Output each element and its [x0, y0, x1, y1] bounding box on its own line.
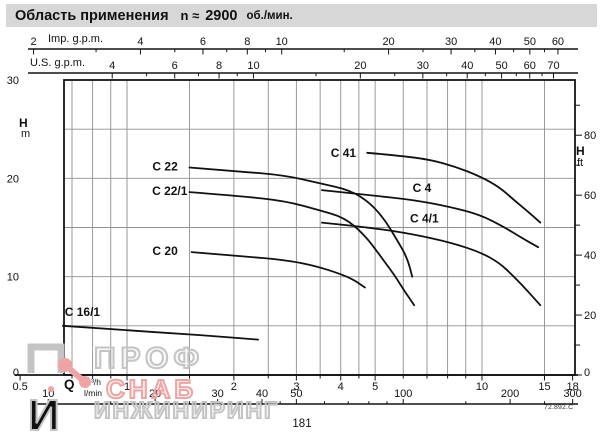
curve-c-16-1	[62, 324, 259, 341]
curve-label-c-22: C 22	[152, 160, 178, 174]
watermark-logo-icon: И	[27, 343, 91, 438]
head-m-tick-label: 0	[13, 367, 19, 379]
flow-axis-unit-lmin: l/min	[84, 388, 102, 398]
head-ft-tick-label: 40	[584, 250, 596, 262]
curve-label-c-41: C 41	[331, 146, 357, 160]
curve-label-c-20: C 20	[152, 244, 178, 258]
watermark-logo-dot-3	[48, 386, 54, 392]
curve-c-4	[321, 189, 540, 249]
watermark-logo-dot-1	[58, 358, 72, 372]
us-gpm-tick-label: 50	[495, 60, 507, 72]
head-right-axis-unit: ft	[577, 157, 584, 169]
us-gpm-tick-label: 10	[247, 60, 259, 72]
us-gpm-tick-label: 60	[524, 60, 536, 72]
flow-lmin-tick-label: 30	[211, 388, 223, 400]
curve-c-22	[188, 166, 414, 278]
flow-m3h-tick-label: 3	[293, 381, 299, 393]
head-m-tick-label: 10	[7, 272, 19, 284]
flow-lmin-tick-label: 200	[501, 388, 519, 400]
flow-m3h-tick-label: 5	[372, 381, 378, 393]
us-gpm-tick-label: 30	[417, 60, 429, 72]
document-code: 72.892.C	[544, 404, 574, 411]
flow-m3h-tick-label: 1	[124, 381, 130, 393]
flow-m3h-tick-label: 0.5	[12, 381, 27, 393]
imp-gpm-tick-label: 8	[244, 36, 250, 48]
us-gpm-tick-label: 6	[172, 60, 178, 72]
curve-c-41	[366, 151, 542, 224]
imp-gpm-tick-label: 6	[200, 36, 206, 48]
us-gpm-tick-label: 40	[461, 60, 473, 72]
head-ft-tick-label: 80	[584, 130, 596, 142]
head-ft-tick-label: 0	[584, 367, 590, 379]
flow-m3h-tick-label: 15	[538, 381, 550, 393]
us-gpm-tick-label: 8	[216, 60, 222, 72]
head-right-axis-label: H	[576, 144, 585, 158]
head-m-tick-label: 30	[7, 75, 19, 87]
speed-symbol: n ≈	[180, 8, 200, 23]
head-m-tick-label: 20	[7, 173, 19, 185]
curve-label-c-4: C 4	[413, 181, 432, 195]
watermark-logo-dot-2	[79, 376, 91, 388]
us-gpm-tick-label: 20	[354, 60, 366, 72]
flow-lmin-tick-label: 50	[290, 388, 302, 400]
page-number: 181	[292, 418, 312, 430]
head-left-axis-label: H	[19, 116, 28, 130]
title-bar: Область применения n ≈ 2900 об./мин.	[6, 4, 597, 27]
speed-unit: об./мин.	[246, 9, 293, 22]
flow-lmin-tick-label: 40	[256, 388, 268, 400]
head-ft-tick-label: 20	[584, 310, 596, 322]
curve-c-4-1	[321, 221, 542, 307]
imp-gpm-tick-label: 50	[524, 36, 536, 48]
imp-gpm-tick-label: 4	[137, 36, 143, 48]
flow-lmin-tick-label: 20	[149, 388, 161, 400]
curve-c-22-1	[188, 191, 416, 307]
curve-label-c-16-1: C 16/1	[65, 305, 101, 319]
flow-m3h-tick-label: 18	[566, 381, 578, 393]
plot-border	[63, 79, 576, 376]
watermark-logo-i-letter: И	[28, 391, 60, 438]
curve-label-c-4-1: C 4/1	[410, 212, 439, 226]
imp-gpm-tick-label: 60	[552, 36, 564, 48]
flow-m3h-tick-label: 2	[231, 381, 237, 393]
head-ft-tick-label: 60	[584, 190, 596, 202]
us-gpm-tick-label: 70	[547, 60, 559, 72]
flow-axis-label: Q	[64, 377, 75, 392]
imp-gpm-tick-label: 30	[445, 36, 457, 48]
imp-gpm-tick-label: 10	[276, 36, 288, 48]
speed-value: 2900	[205, 7, 238, 24]
watermark-logo-p-shape	[27, 343, 65, 373]
head-left-axis-unit: m	[21, 128, 31, 140]
imp-gpm-axis-label: Imp. g.p.m.	[48, 33, 104, 45]
curve-label-c-22-1: C 22/1	[152, 184, 188, 198]
imp-gpm-tick-label: 20	[382, 36, 394, 48]
page-title: Область применения	[15, 7, 169, 24]
imp-gpm-tick-label: 40	[489, 36, 501, 48]
us-gpm-tick-label: 4	[109, 60, 115, 72]
flow-lmin-tick-label: 300	[563, 388, 581, 400]
flow-axis-unit-m3h: m³/h	[84, 377, 101, 387]
us-gpm-axis-label: U.S. g.p.m.	[30, 57, 86, 69]
imp-gpm-tick-label: 2	[31, 36, 37, 48]
flow-m3h-tick-label: 10	[476, 381, 488, 393]
curve-c-20	[190, 251, 366, 289]
flow-m3h-tick-label: 4	[338, 381, 344, 393]
flow-lmin-tick-label: 100	[394, 388, 412, 400]
